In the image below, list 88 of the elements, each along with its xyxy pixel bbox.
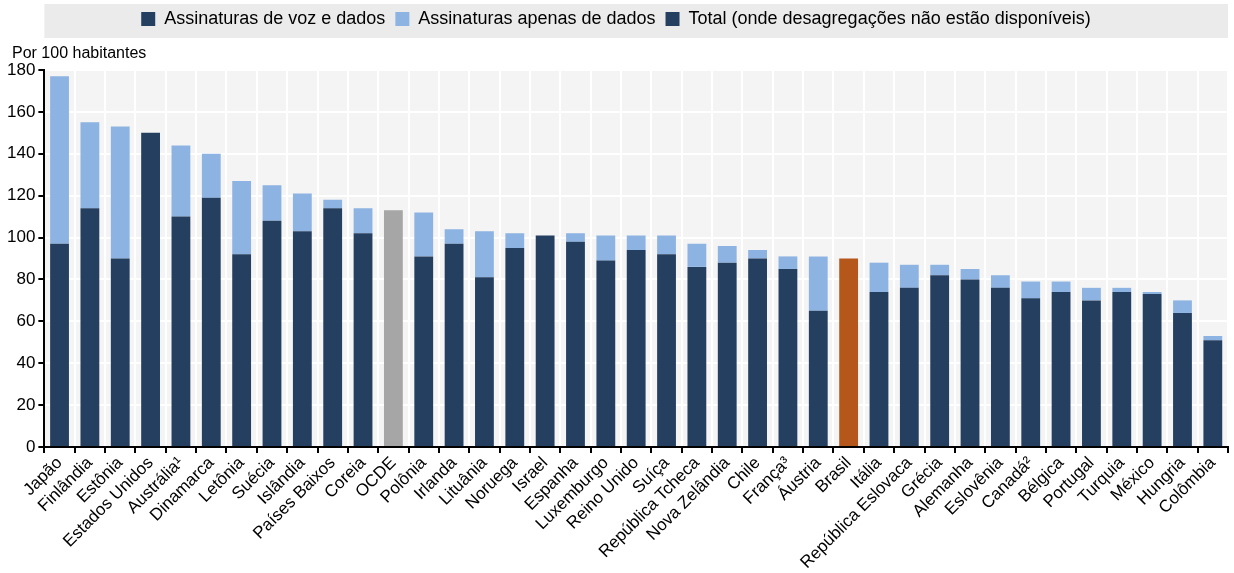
bar xyxy=(80,122,100,209)
bar xyxy=(1112,287,1132,293)
bar xyxy=(232,181,252,255)
bar xyxy=(383,210,403,446)
bar xyxy=(930,275,950,446)
bar xyxy=(869,292,889,446)
bar xyxy=(839,258,859,446)
bar xyxy=(201,197,221,446)
bar xyxy=(1021,281,1041,299)
bar xyxy=(808,310,828,446)
bar xyxy=(323,199,343,209)
y-tick-label: 140 xyxy=(6,143,36,163)
bar xyxy=(475,231,494,278)
bar xyxy=(748,258,767,446)
bar xyxy=(1173,300,1192,313)
bar xyxy=(201,153,221,198)
bar xyxy=(171,216,191,446)
bar xyxy=(687,243,707,267)
bar xyxy=(353,233,373,446)
bar xyxy=(444,243,464,446)
bar xyxy=(960,268,980,280)
y-tick-label: 20 xyxy=(16,394,36,414)
bar xyxy=(687,266,707,446)
y-tick-label: 60 xyxy=(16,311,36,331)
bar xyxy=(990,275,1010,288)
bar xyxy=(717,245,737,263)
bar xyxy=(1051,292,1071,446)
bar xyxy=(141,132,160,446)
bar xyxy=(171,145,191,217)
bar xyxy=(899,264,919,288)
bar xyxy=(1142,294,1162,446)
bar xyxy=(748,250,767,259)
bar xyxy=(869,262,889,293)
bar xyxy=(596,235,616,261)
bar xyxy=(292,231,312,446)
bar xyxy=(1051,281,1071,293)
bar xyxy=(505,248,525,446)
y-tick-label: 80 xyxy=(16,269,36,289)
bar xyxy=(414,256,434,446)
bar xyxy=(262,185,282,221)
y-axis-title: Por 100 habitantes xyxy=(12,44,147,62)
bar xyxy=(444,229,464,244)
bar xyxy=(1173,312,1192,446)
bar xyxy=(717,262,737,446)
bar xyxy=(657,254,676,446)
legend-label: Assinaturas apenas de dados xyxy=(418,7,656,28)
bar xyxy=(1082,300,1101,446)
bar xyxy=(353,208,373,234)
bar xyxy=(414,212,434,257)
bar xyxy=(930,264,950,276)
bar xyxy=(778,268,798,446)
bar xyxy=(596,260,616,446)
bar xyxy=(626,250,646,446)
y-tick-label: 100 xyxy=(6,227,36,247)
bar xyxy=(323,208,343,446)
bar xyxy=(566,241,585,446)
bar xyxy=(1203,340,1223,446)
bar xyxy=(657,235,676,255)
bar xyxy=(535,235,555,446)
bar xyxy=(1142,292,1162,295)
y-tick-label: 40 xyxy=(16,352,36,372)
bar xyxy=(1112,292,1132,446)
legend-label: Total (onde desagregações não estão disponíveis) xyxy=(688,7,1091,28)
bar xyxy=(110,126,130,259)
bar xyxy=(292,193,312,232)
bar xyxy=(778,256,798,269)
bar xyxy=(990,287,1010,446)
bar xyxy=(262,220,282,446)
y-tick-label: 160 xyxy=(6,101,36,121)
y-tick-label: 180 xyxy=(6,59,36,79)
bar xyxy=(50,243,69,446)
bar xyxy=(808,256,828,311)
bar xyxy=(1082,287,1101,301)
bar xyxy=(475,277,494,446)
bar xyxy=(110,258,130,446)
bar xyxy=(960,279,980,446)
bar xyxy=(626,235,646,251)
bar xyxy=(505,233,525,249)
bar xyxy=(232,254,252,446)
bar xyxy=(1203,335,1223,341)
legend-label: Assinaturas de voz e dados xyxy=(164,7,386,28)
bar xyxy=(566,233,585,242)
bar xyxy=(899,287,919,446)
bar xyxy=(80,208,100,446)
y-tick-label: 120 xyxy=(6,185,36,205)
bar xyxy=(50,76,69,244)
y-tick-label: 0 xyxy=(25,436,36,456)
bar xyxy=(1021,298,1041,446)
